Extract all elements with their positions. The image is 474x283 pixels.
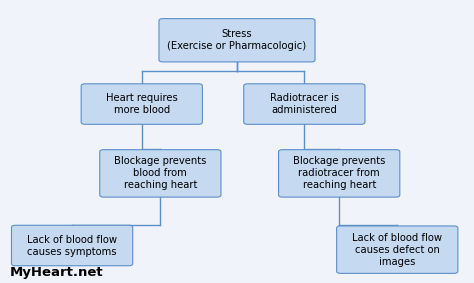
- FancyBboxPatch shape: [100, 150, 221, 197]
- Text: Blockage prevents
radiotracer from
reaching heart: Blockage prevents radiotracer from reach…: [293, 156, 385, 190]
- FancyBboxPatch shape: [279, 150, 400, 197]
- Text: Heart requires
more blood: Heart requires more blood: [106, 93, 178, 115]
- FancyBboxPatch shape: [337, 226, 458, 273]
- Text: Lack of blood flow
causes symptoms: Lack of blood flow causes symptoms: [27, 235, 117, 256]
- Text: MyHeart.net: MyHeart.net: [9, 266, 103, 279]
- Text: Lack of blood flow
causes defect on
images: Lack of blood flow causes defect on imag…: [352, 233, 442, 267]
- FancyBboxPatch shape: [244, 84, 365, 124]
- FancyBboxPatch shape: [11, 225, 133, 266]
- FancyBboxPatch shape: [159, 19, 315, 62]
- FancyBboxPatch shape: [81, 84, 202, 124]
- Text: Stress
(Exercise or Pharmacologic): Stress (Exercise or Pharmacologic): [167, 29, 307, 51]
- Text: Radiotracer is
administered: Radiotracer is administered: [270, 93, 339, 115]
- Text: Blockage prevents
blood from
reaching heart: Blockage prevents blood from reaching he…: [114, 156, 207, 190]
